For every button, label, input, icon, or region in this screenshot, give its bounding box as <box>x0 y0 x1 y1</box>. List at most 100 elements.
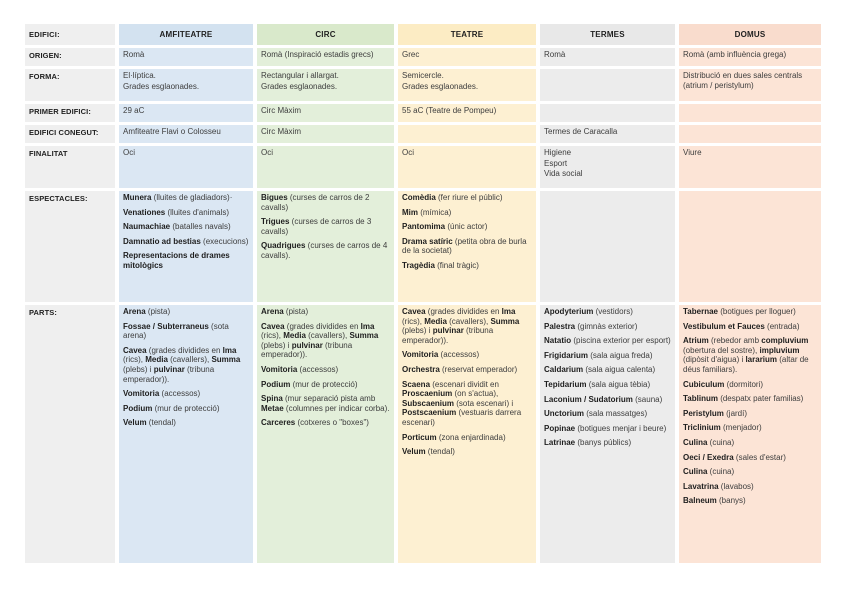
cell-paragraph: Tepidarium (sala aigua tèbia) <box>544 379 651 389</box>
table-cell-amfiteatre: Munera (lluites de gladiadors)· Venatione… <box>119 191 253 302</box>
term: Ima <box>501 307 516 316</box>
term: Postscaenium <box>402 408 457 418</box>
term: Ima <box>360 321 375 331</box>
table-cell-amfiteatre: Arena (pista) Fossae / Subterraneus (sota… <box>119 305 253 563</box>
cell-paragraph: Romà (amb influència grega) <box>683 50 787 59</box>
term: Damnatio ad bestias <box>123 236 201 246</box>
term: Vomitoria <box>402 350 439 360</box>
table-cell-teatre <box>398 125 536 143</box>
term: Vomitoria <box>261 364 298 374</box>
term: Comèdia <box>402 193 436 202</box>
term: Media <box>283 331 306 341</box>
cell-paragraph: Grec <box>402 50 420 59</box>
term: Tabernae <box>683 307 718 316</box>
cell-paragraph: Termes de Caracalla <box>544 127 618 136</box>
cell-paragraph: Viure <box>683 148 702 157</box>
cell-paragraph: Cubiculum (dormitori) <box>683 379 764 389</box>
cell-paragraph: Culina (cuina) <box>683 467 735 477</box>
cell-paragraph: Spina (mur separació pista amb Metae (co… <box>261 394 390 413</box>
term: Oeci / Exedra <box>683 452 734 462</box>
cell-paragraph: Frigidarium (sala aigua freda) <box>544 350 653 360</box>
table-cell-amfiteatre: El·líptica. Grades esglaonades. <box>119 69 253 101</box>
term: Triclinium <box>683 423 721 433</box>
term: Orchestra <box>402 364 440 374</box>
cell-paragraph: Velum (tendal) <box>123 418 176 428</box>
term: Podium <box>123 403 153 413</box>
term: Mim <box>402 207 418 217</box>
cell-paragraph: Grades esglaonades. <box>261 81 338 91</box>
cell-paragraph: Lavatrina (lavabos) <box>683 481 754 491</box>
cell-paragraph: Semicercle. <box>402 71 444 80</box>
cell-paragraph: Laconium / Sudatorium (sauna) <box>544 394 663 404</box>
table-cell-domus: Romà (amb influència grega) <box>679 48 821 66</box>
table-cell-circ: Arena (pista) Cavea (grades dividides en … <box>257 305 394 563</box>
cell-paragraph: Latrinae (banys públics) <box>544 438 632 448</box>
term: Scaena <box>402 379 431 389</box>
term: Munera <box>123 193 152 202</box>
cell-paragraph: Tragèdia (final tràgic) <box>402 260 479 270</box>
table-cell-circ: Oci <box>257 146 394 188</box>
cell-paragraph: Circ Màxim <box>261 106 301 115</box>
term: Culina <box>683 437 708 447</box>
term: Proscaenium <box>402 389 453 399</box>
term: Summa <box>490 316 520 326</box>
cell-paragraph: Vestibulum et Fauces (entrada) <box>683 321 800 331</box>
term: Ima <box>222 345 237 355</box>
cell-paragraph: Damnatio ad bestias (execucions) <box>123 236 249 246</box>
cell-paragraph: Popinae (botigues menjar i beure) <box>544 423 667 433</box>
cell-paragraph: Unctorium (sala massatges) <box>544 409 648 419</box>
cell-paragraph: Representacions de drames mitològics <box>123 251 249 270</box>
table-cell-teatre: Cavea (grades dividides en Ima (rics), M… <box>398 305 536 563</box>
cell-paragraph: Naumachiae (batalles navals) <box>123 222 231 232</box>
cell-paragraph: Palestra (gimnàs exterior) <box>544 321 638 331</box>
term: Vestibulum et Fauces <box>683 321 765 331</box>
term: Velum <box>402 447 426 457</box>
column-header-amfiteatre: AMFITEATRE <box>119 24 253 45</box>
table-cell-teatre: Grec <box>398 48 536 66</box>
term: Summa <box>349 331 379 341</box>
cell-paragraph: Oci <box>123 148 135 157</box>
term: Summa <box>211 355 241 365</box>
cell-paragraph: 29 aC <box>123 106 145 115</box>
corner-header-edifici: EDIFICI: <box>25 24 115 45</box>
term: Venationes <box>123 207 166 217</box>
table-cell-domus <box>679 104 821 122</box>
cell-paragraph: Vomitoria (accessos) <box>123 389 201 399</box>
table-cell-termes <box>540 69 675 101</box>
term: Latrinae <box>544 438 576 448</box>
cell-paragraph: Porticum (zona enjardinada) <box>402 432 506 442</box>
table-cell-domus: Viure <box>679 146 821 188</box>
term: Laconium / Sudatorium <box>544 394 633 404</box>
column-header-domus: DOMUS <box>679 24 821 45</box>
cell-paragraph: Oci <box>261 148 273 157</box>
term: Tablinum <box>683 394 718 404</box>
column-header-termes: TERMES <box>540 24 675 45</box>
term: Velum <box>123 418 147 428</box>
cell-paragraph: Pantomima (únic actor) <box>402 222 488 232</box>
term: impluvium <box>759 345 800 355</box>
term: Drama satíric <box>402 236 453 246</box>
term: Arena <box>261 307 284 316</box>
column-header-teatre: TEATRE <box>398 24 536 45</box>
row-label-finalitat: FINALITAT <box>25 146 115 188</box>
term: Unctorium <box>544 409 584 419</box>
term: Pantomima <box>402 222 446 232</box>
table-cell-amfiteatre: Amfiteatre Flavi o Colosseu <box>119 125 253 143</box>
cell-paragraph: Caldarium (sala aigua calenta) <box>544 365 656 375</box>
term: pulvinar <box>153 364 185 374</box>
table-cell-circ: Romà (Inspiració estadis grecs) <box>257 48 394 66</box>
row-label-parts: PARTS: <box>25 305 115 563</box>
term: Lavatrina <box>683 481 719 491</box>
term: Apodyterium <box>544 307 594 316</box>
term: Metae <box>261 403 284 413</box>
cell-paragraph: Podium (mur de protecció) <box>123 403 220 413</box>
term: Cavea <box>123 345 147 355</box>
column-header-label: TEATRE <box>450 29 484 39</box>
cell-paragraph: Vida social <box>544 169 583 179</box>
row-label-origen: ORIGEN: <box>25 48 115 66</box>
row-label-primer-edifici: PRIMER EDIFICI: <box>25 104 115 122</box>
column-header-label: DOMUS <box>734 29 766 39</box>
term: Cavea <box>261 321 285 331</box>
cell-paragraph: Romà <box>123 50 145 59</box>
table-cell-circ: Circ Màxim <box>257 125 394 143</box>
